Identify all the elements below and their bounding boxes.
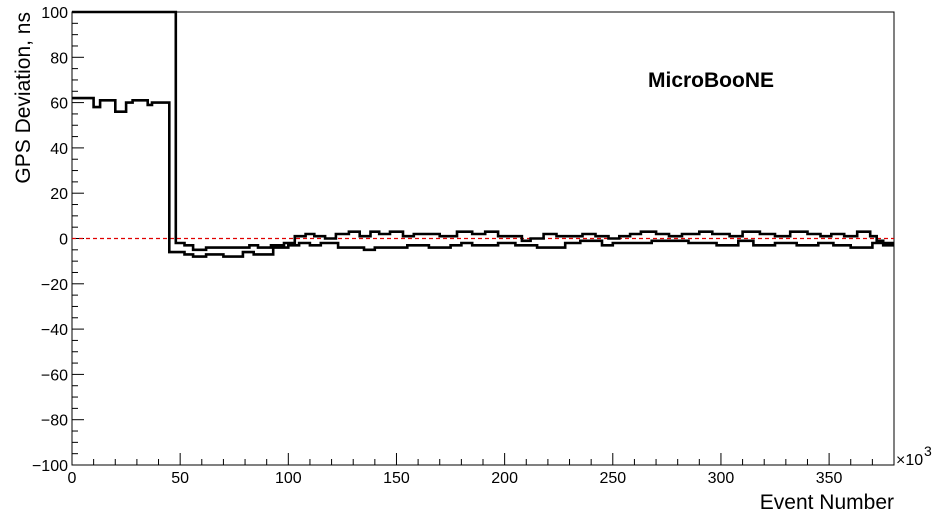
x-tick-label: 50 (171, 470, 189, 487)
y-tick-label: 80 (50, 50, 68, 67)
y-tick-label: −20 (41, 277, 68, 294)
y-tick-label: 0 (59, 232, 68, 249)
y-tick-label: 100 (41, 5, 68, 22)
series-2-line (72, 10, 894, 252)
x-tick-label: 250 (599, 470, 626, 487)
x-tick-label: 100 (275, 470, 302, 487)
x-tick-label: 0 (68, 470, 77, 487)
y-tick-labels: −100 −80 −60 −40 −20 0 20 40 60 80 100 (32, 5, 68, 475)
y-tick-label: −40 (41, 322, 68, 339)
y-axis-title: GPS Deviation, ns (12, 12, 35, 184)
y-tick-label: −100 (32, 458, 68, 475)
data-series (72, 10, 894, 258)
x-tick-label: 150 (383, 470, 410, 487)
y-tick-label: 20 (50, 186, 68, 203)
y-tick-label: −60 (41, 367, 68, 384)
x-scale-label: ×10 (896, 452, 923, 469)
y-tick-label: 40 (50, 141, 68, 158)
experiment-label: MicroBooNE (648, 69, 774, 92)
y-tick-label: 60 (50, 96, 68, 113)
x-axis-title: Event Number (760, 491, 894, 514)
x-tick-labels: 0 50 100 150 200 250 300 350 (68, 470, 843, 487)
x-scale-exponent: 3 (924, 443, 932, 459)
x-tick-label: 350 (816, 470, 843, 487)
x-tick-label: 300 (708, 470, 735, 487)
y-tick-label: −80 (41, 413, 68, 430)
x-tick-label: 200 (491, 470, 518, 487)
series-1-line (72, 96, 894, 258)
